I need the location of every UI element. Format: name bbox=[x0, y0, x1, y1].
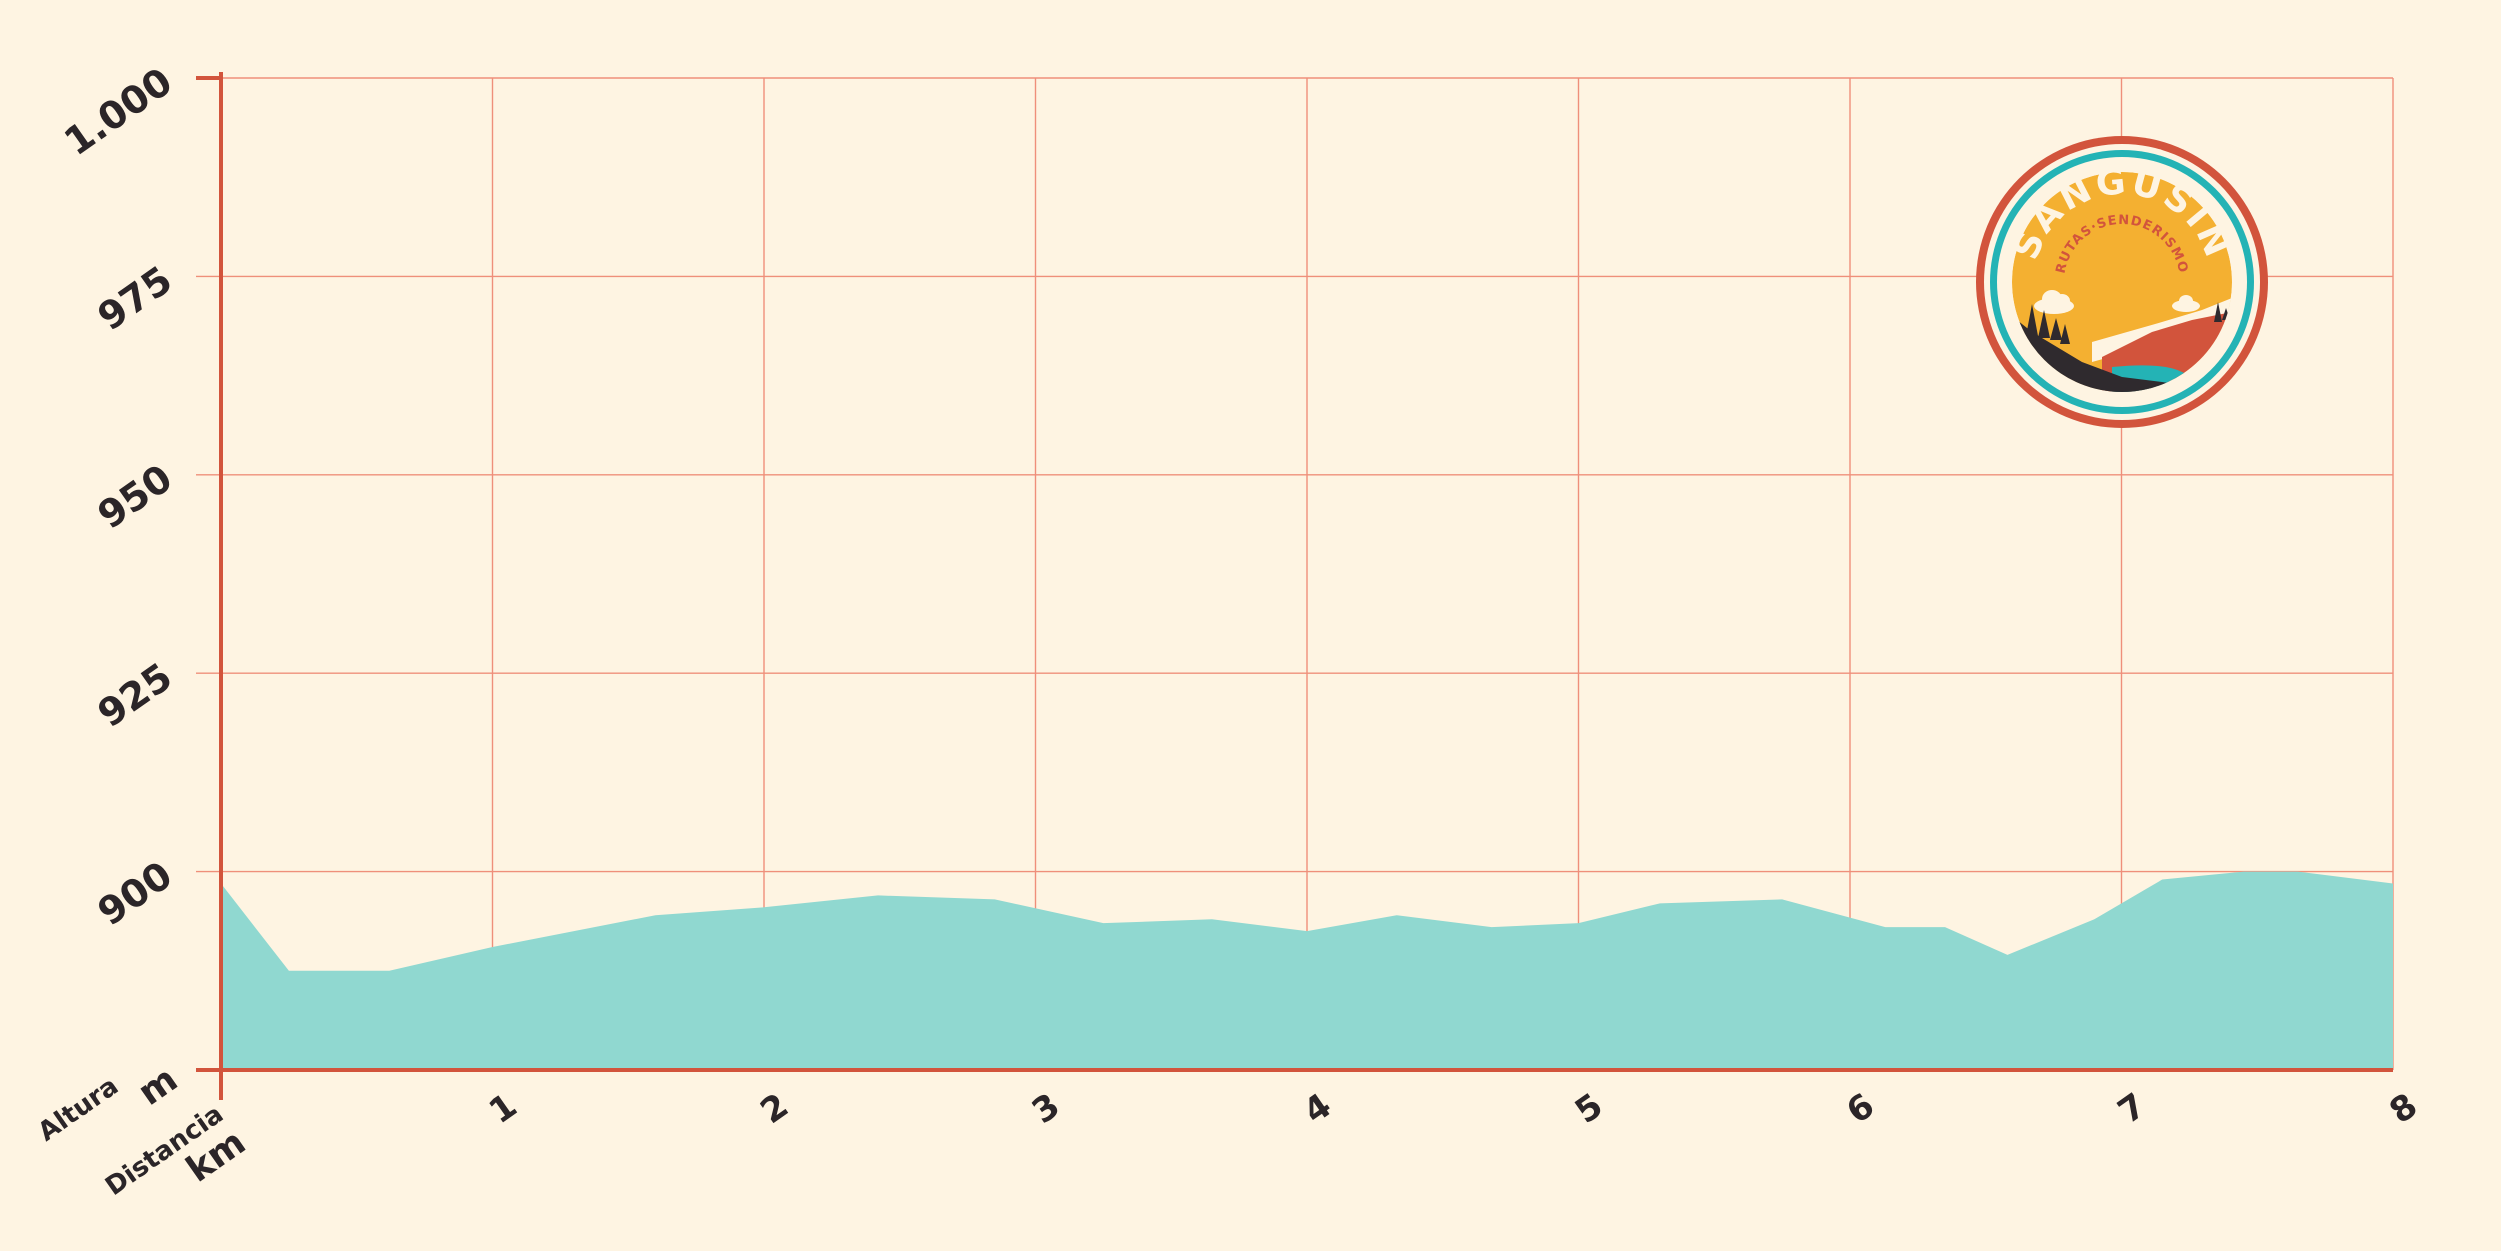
series-area bbox=[221, 871, 2393, 1070]
sangusin-logo: SANGUSIN RUTAS·SENDERISMO bbox=[1976, 136, 2268, 428]
tree-icon bbox=[2026, 302, 2230, 344]
axes bbox=[196, 72, 2393, 1100]
series-area-layer bbox=[221, 871, 2393, 1070]
